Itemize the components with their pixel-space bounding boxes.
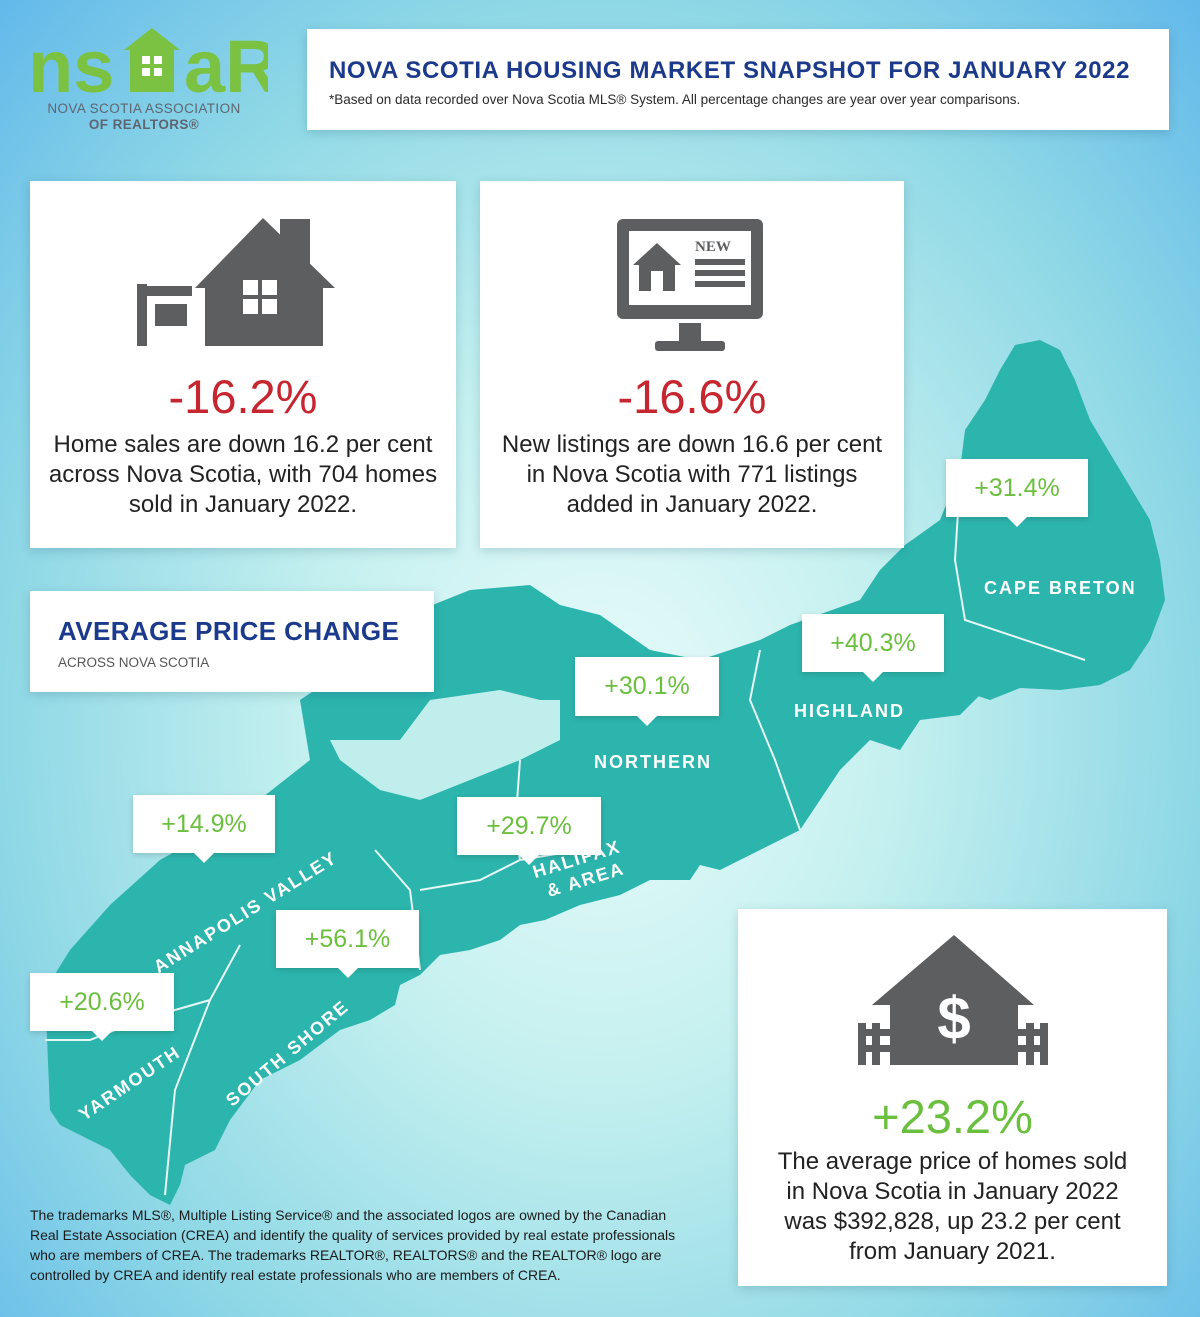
northern-change: +30.1%	[604, 672, 690, 700]
house-dollar-icon: $	[858, 935, 1048, 1065]
home-sales-description: Home sales are down 16.2 per cent across…	[30, 430, 456, 520]
nsar-logo: ns aR	[28, 25, 268, 108]
highland-change: +40.3%	[830, 629, 916, 657]
computer-new-listing-icon: NEW	[617, 219, 763, 351]
new-listings-value: -16.6%	[617, 370, 767, 423]
halifax-change: +29.7%	[486, 812, 572, 840]
header-card: NOVA SCOTIA HOUSING MARKET SNAPSHOT FOR …	[307, 29, 1169, 130]
average-price-description: The average price of homes sold in Nova …	[738, 1147, 1167, 1267]
region-tag-highland: +40.3%	[802, 614, 944, 682]
house-sold-sign-icon	[137, 218, 335, 346]
trademark-footer: The trademarks MLS®, Multiple Listing Se…	[30, 1205, 730, 1285]
page-title: NOVA SCOTIA HOUSING MARKET SNAPSHOT FOR …	[329, 57, 1131, 84]
new-listings-card: NEW -16.6% New listings are down 16.6 pe…	[480, 181, 904, 548]
new-badge-text: NEW	[695, 239, 731, 255]
home-sales-line-1: Home sales are down 16.2 per cent	[53, 431, 433, 458]
region-label-northern: NORTHERN	[594, 752, 712, 772]
average-price-change-subtitle: ACROSS NOVA SCOTIA	[58, 655, 210, 670]
region-label-cape-breton: CAPE BRETON	[984, 578, 1137, 598]
region-tag-northern: +30.1%	[575, 657, 719, 726]
logo-line-1: NOVA SCOTIA ASSOCIATION	[47, 101, 241, 116]
footer-line-4: controlled by CREA and identify real est…	[30, 1267, 561, 1283]
cape-breton-change: +31.4%	[974, 474, 1060, 502]
new-listings-line-2: in Nova Scotia with 771 listings	[526, 461, 858, 488]
home-sales-line-2: across Nova Scotia, with 704 homes	[48, 461, 438, 488]
footer-line-2: Real Estate Association (CREA) and ident…	[30, 1227, 676, 1243]
average-price-card: $ +23.2% The average price of homes sold…	[738, 909, 1167, 1286]
new-listings-line-1: New listings are down 16.6 per cent	[501, 431, 883, 458]
svg-text:aR: aR	[184, 25, 268, 108]
average-price-line-2: in Nova Scotia in January 2022	[786, 1178, 1119, 1205]
average-price-line-4: from January 2021.	[849, 1238, 1056, 1265]
svg-text:$: $	[937, 985, 970, 1052]
mainland-shape	[45, 585, 985, 1205]
home-sales-line-3: sold in January 2022.	[128, 491, 358, 518]
region-tag-south-shore: +56.1%	[276, 910, 419, 978]
south-shore-change: +56.1%	[304, 925, 391, 953]
home-sales-card: -16.2% Home sales are down 16.2 per cent…	[30, 181, 456, 548]
average-price-change-title: AVERAGE PRICE CHANGE	[58, 616, 400, 646]
annapolis-valley-change: +14.9%	[161, 810, 247, 838]
footer-line-3: who are members of CREA. The trademarks …	[30, 1247, 662, 1263]
logo-text: NOVA SCOTIA ASSOCIATION OF REALTORS®	[28, 101, 260, 133]
region-tag-annapolis-valley: +14.9%	[133, 795, 275, 863]
region-label-highland: HIGHLAND	[794, 701, 905, 721]
average-price-line-1: The average price of homes sold	[777, 1148, 1128, 1175]
region-tag-yarmouth: +20.6%	[30, 973, 174, 1041]
page-subtitle: *Based on data recorded over Nova Scotia…	[329, 92, 1021, 107]
new-listings-line-3: added in January 2022.	[566, 491, 818, 518]
region-tag-halifax: +29.7%	[457, 797, 601, 865]
average-price-line-3: was $392,828, up 23.2 per cent	[784, 1208, 1121, 1235]
average-price-change-card: AVERAGE PRICE CHANGE ACROSS NOVA SCOTIA	[30, 591, 434, 692]
yarmouth-change: +20.6%	[59, 988, 145, 1016]
logo-line-2: OF REALTORS®	[88, 117, 200, 132]
bay-inlet-shape	[330, 690, 560, 800]
average-price-value: +23.2%	[872, 1090, 1033, 1143]
footer-line-1: The trademarks MLS®, Multiple Listing Se…	[30, 1207, 667, 1223]
region-tag-cape-breton: +31.4%	[946, 459, 1088, 527]
home-sales-value: -16.2%	[168, 370, 318, 423]
svg-text:ns: ns	[28, 25, 114, 108]
new-listings-description: New listings are down 16.6 per cent in N…	[480, 430, 904, 520]
